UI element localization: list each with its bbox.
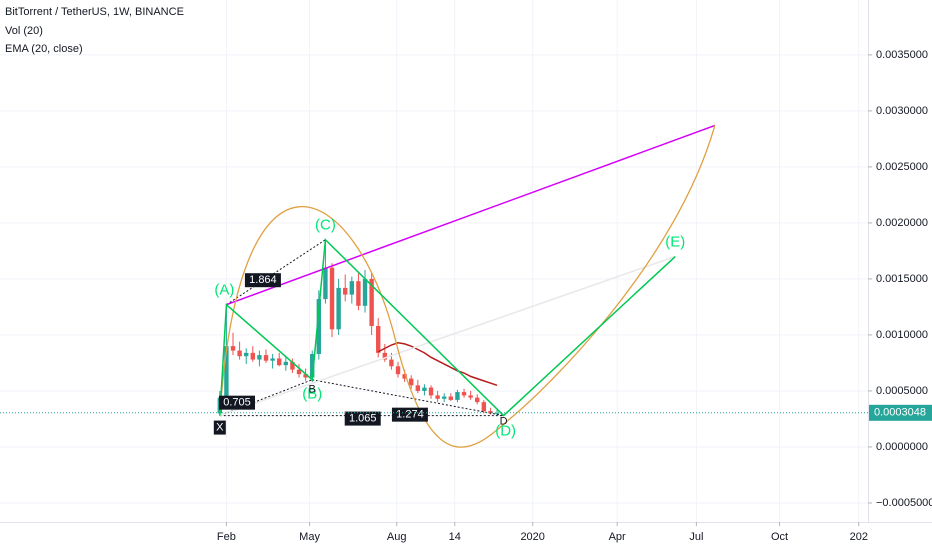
candle-body: [428, 387, 434, 396]
y-tick-label: 0.0015000: [876, 273, 928, 285]
last-price-label: 0.0003048: [874, 407, 926, 419]
y-tick-label: 0.0010000: [876, 329, 928, 341]
trend-line: [226, 124, 716, 306]
projection-curve: [219, 125, 716, 448]
candle-body: [296, 369, 302, 375]
candle-body: [343, 287, 348, 295]
pattern-line: [219, 238, 676, 417]
ratio-label-bg: [219, 395, 256, 410]
x-tick-label: 14: [449, 531, 461, 543]
candle-body: [290, 361, 295, 370]
candle-body: [270, 358, 275, 361]
candle-body: [349, 281, 355, 295]
candle-body: [329, 267, 335, 330]
y-tick-label: 0.0030000: [876, 105, 928, 117]
candle-body: [382, 352, 388, 360]
x-tick-label: Oct: [771, 531, 788, 543]
x-tick-label: May: [299, 531, 320, 543]
candle-body: [263, 355, 269, 361]
last-price-bg: [869, 404, 932, 421]
x-tick-label: Jul: [689, 531, 703, 543]
candle-body: [481, 402, 487, 412]
candle-body: [409, 378, 414, 386]
candle-body: [362, 278, 368, 306]
candle-body: [442, 396, 447, 399]
candle-body: [257, 355, 262, 360]
x-tick-label: 2020: [520, 531, 544, 543]
point-label: (E): [665, 233, 685, 250]
x-tick-label: 202: [850, 531, 868, 543]
x-tick-label: Feb: [217, 531, 236, 543]
ema-line: [377, 342, 498, 387]
candle-body: [250, 352, 256, 360]
candle-body: [336, 287, 341, 330]
ratio-label-bg: [391, 407, 428, 422]
axes: 0.0035000 0.0030000 0.0025000 0.0020000 0.00…: [217, 49, 932, 543]
ratio-label-bg: [244, 273, 281, 288]
ratio-line: [312, 379, 504, 417]
candle-body: [395, 366, 401, 375]
point-label: (A): [214, 282, 234, 299]
candle-body: [356, 281, 361, 306]
ratio-label: 1.274: [396, 409, 424, 421]
candle-body: [455, 392, 460, 400]
candle-body: [230, 346, 236, 351]
candle-body: [475, 397, 480, 403]
candle-body: [402, 374, 407, 379]
candle-body: [316, 299, 322, 354]
ratio-label-bg: [344, 411, 381, 426]
x-tick-label: Aug: [387, 531, 407, 543]
candle-body: [369, 278, 374, 326]
indicator-label: EMA (20, close): [5, 43, 83, 55]
ratio-label: 0.705: [223, 397, 251, 409]
candle-body: [224, 346, 229, 398]
candle-body: [283, 361, 289, 366]
grid: [0, 0, 868, 522]
point-label: (B): [302, 386, 322, 403]
overlay: X (A) (B) (C) (D) (E) B D 1.864 0.705 1.274 1.065: [0, 124, 868, 448]
point-label: (C): [315, 217, 336, 234]
point-mark: D: [500, 415, 508, 427]
point-label-bg: [213, 420, 226, 435]
y-tick-label: 0.0020000: [876, 217, 928, 229]
trend-line: [219, 255, 676, 417]
ratio-label: 1.065: [349, 412, 377, 424]
candle-body: [461, 392, 467, 396]
candle-body: [244, 352, 249, 357]
x-tick-label: Apr: [609, 531, 626, 543]
y-tick-label: 0.0025000: [876, 161, 928, 173]
point-label: X: [216, 421, 224, 433]
ratio-label: 1.864: [249, 274, 277, 286]
y-tick-label: −0.0005000: [876, 497, 932, 509]
plot: [217, 239, 500, 416]
candle-body: [422, 387, 427, 391]
candle-body: [310, 353, 315, 378]
y-tick-label: 0.0005000: [876, 385, 928, 397]
point-label: (D): [495, 423, 516, 440]
candle-body: [376, 325, 381, 353]
indicator-label: Vol (20): [5, 25, 43, 37]
candle-body: [435, 395, 440, 399]
candle-body: [237, 350, 242, 357]
candle-body: [448, 396, 454, 400]
y-tick-label: 0.0035000: [876, 49, 928, 61]
candle-body: [468, 395, 473, 398]
candle-body: [488, 411, 493, 414]
candle-body: [494, 412, 500, 414]
point-mark: B: [309, 384, 316, 396]
candle-body: [389, 359, 394, 367]
candle-body: [323, 267, 328, 300]
candle-body: [415, 385, 421, 391]
candle-body: [303, 374, 308, 378]
y-tick-label: 0.0000000: [876, 441, 928, 453]
candle-body: [277, 358, 282, 366]
chart-title: BitTorrent / TetherUS, 1W, BINANCE: [5, 6, 184, 18]
